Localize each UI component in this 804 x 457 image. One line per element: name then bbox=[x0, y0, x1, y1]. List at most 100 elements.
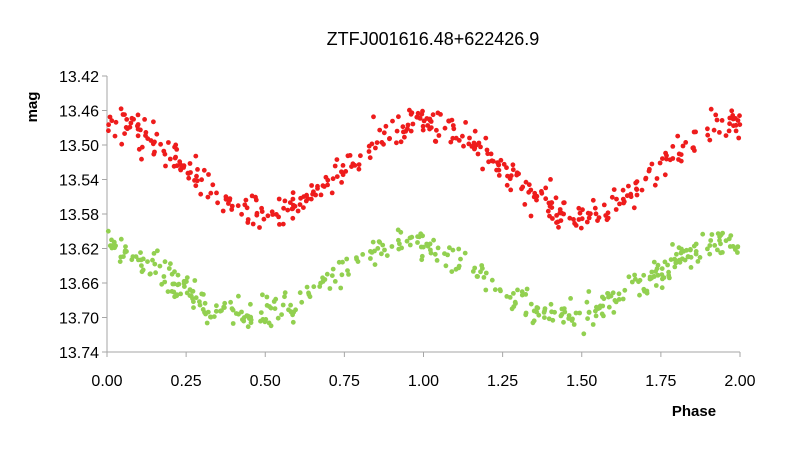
data-point bbox=[456, 246, 462, 252]
data-point bbox=[340, 259, 345, 265]
data-point bbox=[542, 315, 547, 320]
data-point bbox=[624, 193, 630, 199]
data-point bbox=[720, 250, 725, 255]
data-point bbox=[675, 133, 681, 139]
data-point bbox=[572, 221, 577, 226]
data-point bbox=[731, 123, 736, 129]
data-point bbox=[447, 245, 452, 251]
data-point bbox=[197, 299, 202, 305]
data-point bbox=[649, 161, 655, 167]
data-point bbox=[258, 318, 263, 324]
data-point bbox=[136, 146, 142, 152]
data-point bbox=[596, 215, 602, 221]
data-point bbox=[187, 287, 193, 292]
data-point bbox=[201, 167, 207, 173]
data-point bbox=[345, 153, 351, 159]
data-point bbox=[472, 265, 478, 271]
data-point bbox=[280, 302, 286, 308]
data-point bbox=[496, 173, 502, 178]
data-point bbox=[139, 156, 144, 162]
data-point bbox=[418, 231, 424, 237]
data-point bbox=[548, 301, 554, 307]
data-point bbox=[245, 313, 251, 319]
x-tick-label: 1.25 bbox=[487, 373, 518, 390]
data-point bbox=[643, 176, 648, 182]
data-point bbox=[737, 113, 742, 119]
x-tick-label: 1.00 bbox=[408, 373, 439, 390]
data-point bbox=[557, 207, 563, 212]
data-point bbox=[613, 207, 619, 212]
data-point bbox=[131, 116, 137, 122]
data-point bbox=[290, 215, 296, 221]
data-point bbox=[332, 279, 338, 284]
data-point bbox=[558, 313, 564, 319]
data-point bbox=[515, 287, 520, 293]
data-point bbox=[571, 322, 577, 327]
data-point bbox=[372, 262, 378, 267]
data-point bbox=[578, 225, 584, 231]
data-point bbox=[662, 259, 668, 265]
data-point bbox=[213, 308, 219, 314]
data-point bbox=[339, 272, 345, 278]
data-point bbox=[489, 277, 495, 283]
data-point bbox=[712, 243, 718, 248]
data-point bbox=[288, 309, 294, 314]
data-point bbox=[475, 151, 481, 157]
data-point bbox=[381, 130, 387, 136]
data-point bbox=[187, 161, 193, 166]
data-point bbox=[221, 304, 227, 310]
data-point bbox=[616, 291, 622, 297]
data-point bbox=[107, 114, 113, 120]
data-point bbox=[276, 196, 282, 202]
data-point bbox=[587, 211, 593, 217]
data-point bbox=[325, 182, 330, 188]
data-point bbox=[297, 202, 303, 208]
data-point bbox=[344, 256, 350, 262]
data-point bbox=[257, 225, 262, 230]
data-point bbox=[483, 287, 489, 293]
data-point bbox=[259, 205, 264, 211]
data-point bbox=[318, 280, 323, 286]
data-point bbox=[629, 279, 635, 285]
data-point bbox=[700, 231, 706, 237]
data-point bbox=[260, 292, 265, 298]
data-point bbox=[270, 212, 276, 217]
data-point bbox=[184, 279, 189, 284]
data-point bbox=[122, 249, 128, 255]
data-point bbox=[135, 133, 141, 139]
data-point bbox=[147, 271, 153, 277]
data-point bbox=[407, 235, 413, 241]
data-point bbox=[151, 119, 156, 125]
data-point bbox=[442, 125, 448, 131]
data-point bbox=[584, 299, 590, 305]
data-point bbox=[245, 324, 251, 330]
data-point bbox=[714, 117, 720, 123]
data-point bbox=[107, 243, 113, 249]
x-tick-label: 0.25 bbox=[171, 373, 202, 390]
data-point bbox=[631, 205, 637, 211]
data-point bbox=[360, 252, 366, 257]
data-point bbox=[432, 251, 438, 257]
data-point bbox=[166, 140, 171, 145]
data-point bbox=[199, 177, 205, 183]
data-point bbox=[514, 172, 520, 178]
data-point bbox=[585, 316, 590, 321]
data-point bbox=[199, 291, 205, 297]
data-point bbox=[655, 262, 661, 268]
data-point bbox=[301, 205, 306, 211]
data-point bbox=[614, 196, 619, 202]
data-point bbox=[129, 257, 135, 263]
data-point bbox=[713, 112, 719, 118]
data-point bbox=[346, 272, 351, 277]
data-point bbox=[659, 285, 665, 291]
data-point bbox=[485, 151, 491, 157]
data-point bbox=[438, 112, 443, 117]
data-point bbox=[308, 196, 314, 202]
data-point bbox=[539, 190, 545, 196]
data-point bbox=[705, 132, 711, 138]
x-tick-label: 0.00 bbox=[91, 373, 122, 390]
data-point bbox=[434, 127, 439, 133]
data-point bbox=[727, 121, 732, 127]
data-point bbox=[208, 190, 214, 196]
